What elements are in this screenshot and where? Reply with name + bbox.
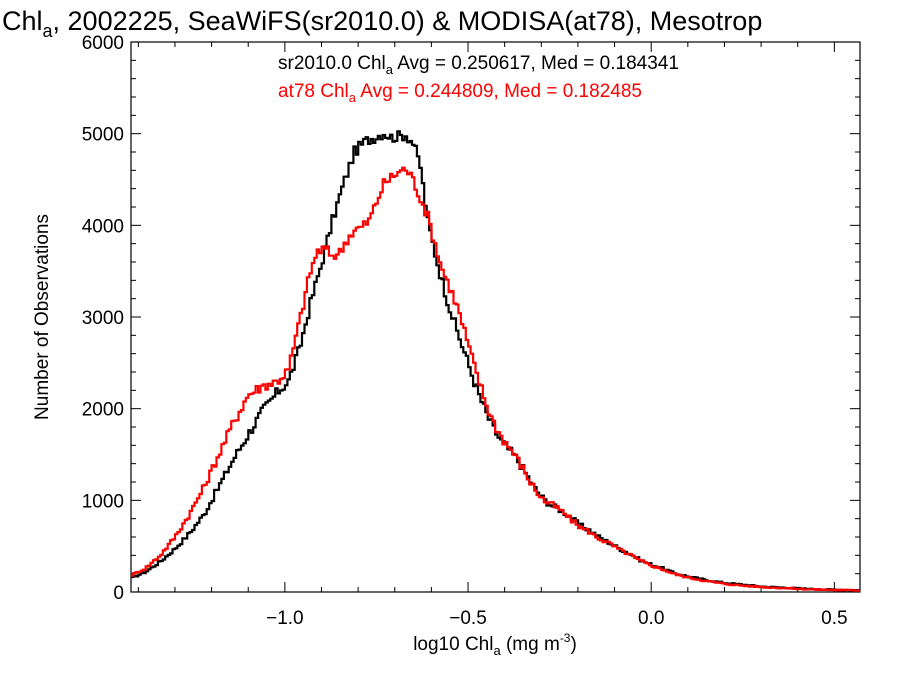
y-tick-label: 2000 <box>82 400 124 421</box>
x-axis-title-main: log10 Chl <box>413 634 493 655</box>
y-tick-label: 5000 <box>82 125 124 146</box>
x-axis-title-subscript: a <box>493 643 501 658</box>
series-line-sr2010.0 <box>131 130 861 592</box>
stats-black-suffix: Avg = 0.250617, Med = 0.184341 <box>393 53 679 74</box>
y-axis-title: Number of Observations <box>32 214 53 420</box>
chart-title: Chla, 2002225, SeaWiFS(sr2010.0) & MODIS… <box>2 6 762 41</box>
x-axis-title-rest: (mg m <box>501 634 560 655</box>
stats-black-prefix: sr2010.0 Chl <box>278 53 386 74</box>
y-tick-label: 4000 <box>82 216 124 237</box>
plot-frame <box>130 41 861 593</box>
chart-title-main: Chl <box>2 6 43 36</box>
x-axis-title: log10 Chla (mg m-3) <box>413 631 577 658</box>
stats-red-subscript: a <box>349 90 357 105</box>
stats-line-red: at78 Chla Avg = 0.244809, Med = 0.182485 <box>278 81 642 105</box>
x-tick-label: 0.5 <box>821 608 847 629</box>
stats-line-black: sr2010.0 Chla Avg = 0.250617, Med = 0.18… <box>278 53 679 77</box>
y-tick-label: 0 <box>113 583 124 604</box>
y-tick-label: 3000 <box>82 308 124 329</box>
stats-red-suffix: Avg = 0.244809, Med = 0.182485 <box>356 81 642 102</box>
chart-title-subscript: a <box>43 21 54 41</box>
series-group <box>131 130 861 592</box>
series-line-at78 <box>131 166 861 592</box>
stats-black-subscript: a <box>386 62 394 77</box>
y-tick-label: 1000 <box>82 491 124 512</box>
x-axis-title-end: ) <box>570 634 576 655</box>
x-axis-title-superscript: -3 <box>560 631 571 645</box>
chart-title-rest: , 2002225, SeaWiFS(sr2010.0) & MODISA(at… <box>53 6 763 36</box>
x-tick-label: −0.5 <box>449 608 487 629</box>
axis-ticks <box>131 41 860 593</box>
x-tick-labels: −1.0 −0.5 0.0 0.5 <box>266 608 847 629</box>
y-tick-labels: 0 1000 2000 3000 4000 5000 6000 <box>82 33 124 604</box>
stats-red-prefix: at78 Chl <box>278 81 349 102</box>
x-tick-label: 0.0 <box>638 608 664 629</box>
y-tick-label: 6000 <box>82 33 124 54</box>
x-tick-label: −1.0 <box>266 608 304 629</box>
